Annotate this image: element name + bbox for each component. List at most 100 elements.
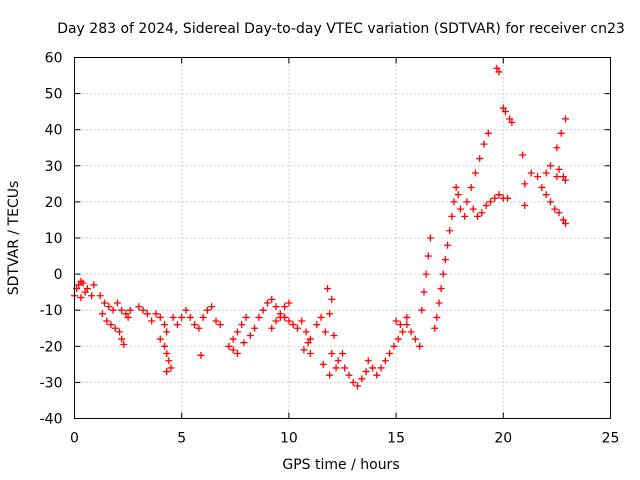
data-point-marker bbox=[542, 169, 550, 177]
data-point-marker bbox=[416, 342, 424, 350]
data-point-marker bbox=[246, 331, 254, 339]
data-point-marker bbox=[152, 310, 160, 318]
data-point-marker bbox=[285, 317, 293, 325]
data-point-marker bbox=[259, 306, 267, 314]
data-point-marker bbox=[411, 335, 419, 343]
data-point-marker bbox=[392, 317, 400, 325]
data-point-marker bbox=[216, 321, 224, 329]
data-point-marker bbox=[268, 295, 276, 303]
data-point-marker bbox=[163, 368, 171, 376]
data-point-marker bbox=[317, 313, 325, 321]
data-point-marker bbox=[289, 321, 297, 329]
data-point-marker bbox=[326, 371, 334, 379]
data-point-marker bbox=[178, 313, 186, 321]
data-point-marker bbox=[225, 342, 233, 350]
chart-title: Day 283 of 2024, Sidereal Day-to-day VTE… bbox=[57, 21, 625, 37]
data-point-marker bbox=[328, 295, 336, 303]
y-tick-label: 60 bbox=[45, 51, 63, 67]
data-point-marker bbox=[195, 324, 203, 332]
data-point-marker bbox=[474, 212, 482, 220]
data-point-marker bbox=[394, 335, 402, 343]
data-point-marker bbox=[555, 165, 563, 173]
data-point-marker bbox=[424, 252, 432, 260]
data-point-marker bbox=[450, 198, 458, 206]
data-point-marker bbox=[546, 162, 554, 170]
data-point-marker bbox=[233, 350, 241, 358]
data-point-marker bbox=[90, 281, 98, 289]
data-point-marker bbox=[330, 331, 338, 339]
data-point-marker bbox=[75, 281, 83, 289]
data-point-marker bbox=[482, 202, 490, 210]
data-point-marker bbox=[118, 306, 126, 314]
data-point-marker bbox=[238, 321, 246, 329]
data-point-marker bbox=[323, 285, 331, 293]
data-point-marker bbox=[103, 317, 111, 325]
data-point-marker bbox=[113, 299, 121, 307]
data-point-marker bbox=[306, 350, 314, 358]
data-point-marker bbox=[377, 364, 385, 372]
data-point-marker bbox=[321, 328, 329, 336]
data-point-marker bbox=[293, 324, 301, 332]
y-tick-label: 0 bbox=[54, 267, 63, 283]
data-point-marker bbox=[272, 303, 280, 311]
data-point-marker bbox=[403, 313, 411, 321]
data-point-marker bbox=[448, 212, 456, 220]
data-point-marker bbox=[263, 299, 271, 307]
data-point-marker bbox=[169, 313, 177, 321]
data-point-marker bbox=[182, 306, 190, 314]
data-point-marker bbox=[418, 306, 426, 314]
data-point-marker bbox=[77, 294, 85, 302]
data-point-marker bbox=[557, 129, 565, 137]
data-point-marker bbox=[339, 350, 346, 358]
data-point-marker bbox=[403, 321, 411, 329]
data-point-marker bbox=[334, 357, 342, 365]
data-point-marker bbox=[433, 313, 441, 321]
data-point-marker bbox=[326, 310, 334, 318]
data-point-marker bbox=[390, 342, 398, 350]
data-point-marker bbox=[422, 270, 430, 278]
data-point-marker bbox=[553, 144, 561, 152]
data-point-marker bbox=[300, 346, 308, 354]
x-tick-label: 20 bbox=[494, 431, 512, 447]
data-point-marker bbox=[191, 321, 199, 329]
data-point-marker bbox=[118, 335, 126, 343]
data-point-marker bbox=[349, 378, 357, 386]
x-tick-label: 5 bbox=[177, 431, 186, 447]
data-point-marker bbox=[559, 216, 567, 224]
data-point-marker bbox=[559, 173, 567, 181]
data-point-marker bbox=[399, 328, 407, 336]
x-axis-label: GPS time / hours bbox=[282, 457, 399, 473]
data-point-marker bbox=[521, 180, 529, 188]
data-point-marker bbox=[208, 303, 216, 311]
data-point-marker bbox=[491, 194, 499, 202]
data-point-marker bbox=[426, 234, 434, 242]
data-point-marker bbox=[373, 371, 381, 379]
data-points bbox=[71, 64, 569, 390]
data-point-marker bbox=[124, 313, 132, 321]
data-point-marker bbox=[542, 191, 550, 199]
data-point-marker bbox=[139, 306, 147, 314]
data-point-marker bbox=[508, 118, 516, 126]
data-point-marker bbox=[319, 360, 327, 368]
data-point-marker bbox=[369, 364, 377, 372]
data-point-marker bbox=[161, 321, 169, 329]
axis-ticks: 0 5 10 15 20 25 -40 -30 -20 -10 0 10 20 30 40 50 60 bbox=[40, 51, 620, 447]
data-point-marker bbox=[341, 364, 349, 372]
data-point-marker bbox=[212, 317, 220, 325]
data-point-marker bbox=[435, 299, 443, 307]
data-point-marker bbox=[251, 324, 259, 332]
y-tick-label: -30 bbox=[40, 375, 63, 391]
y-tick-label: 10 bbox=[45, 231, 63, 247]
data-point-marker bbox=[561, 176, 569, 184]
data-point-marker bbox=[143, 310, 151, 318]
data-point-marker bbox=[306, 335, 314, 343]
data-point-marker bbox=[358, 375, 366, 383]
data-point-marker bbox=[105, 303, 113, 311]
data-point-marker bbox=[345, 371, 353, 379]
y-tick-label: 30 bbox=[45, 159, 63, 175]
data-point-marker bbox=[538, 183, 546, 191]
data-point-marker bbox=[506, 115, 514, 123]
data-point-marker bbox=[101, 299, 109, 307]
data-point-marker bbox=[135, 303, 143, 311]
data-point-marker bbox=[420, 288, 428, 296]
